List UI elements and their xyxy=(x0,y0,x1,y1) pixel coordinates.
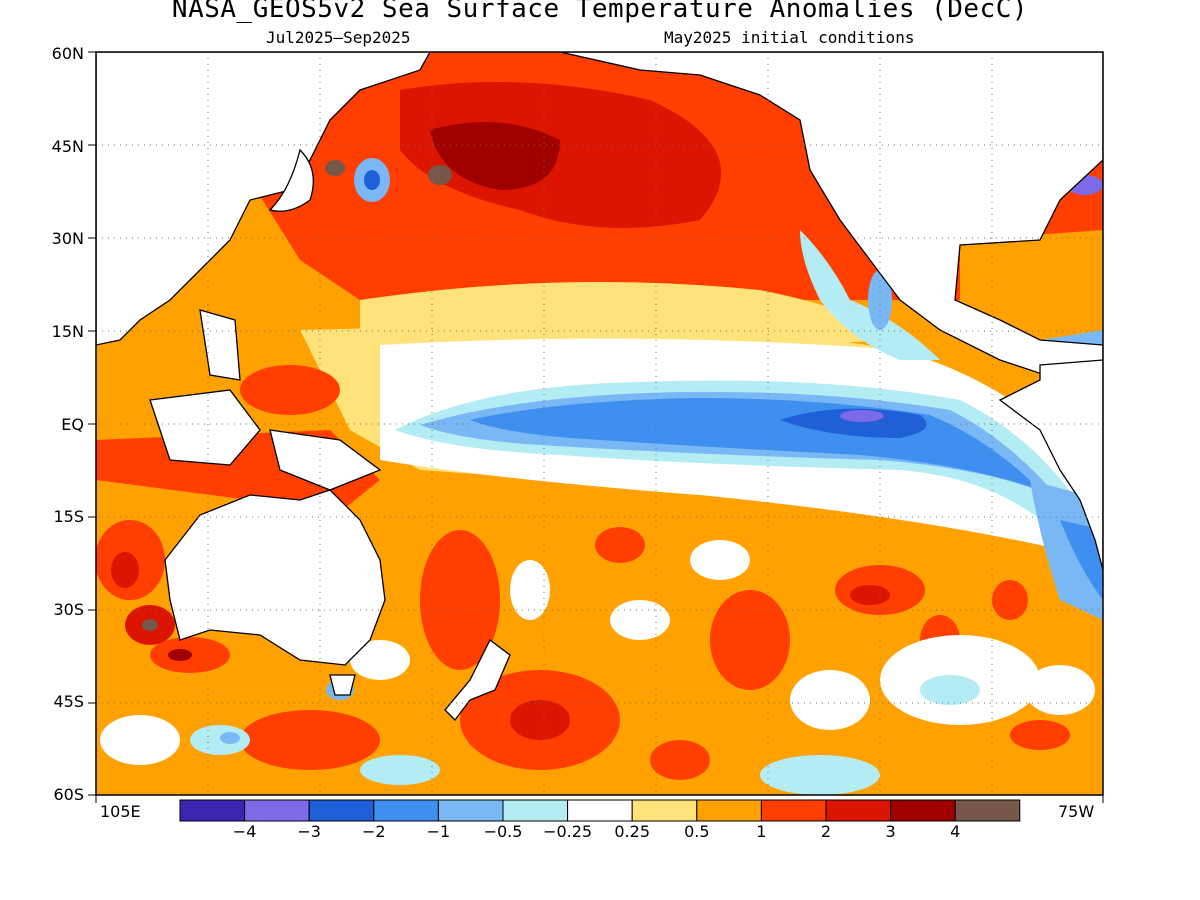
colorbar-tick-label: −3 xyxy=(297,822,321,841)
lat-label-45s: 45S xyxy=(53,692,84,711)
anomaly-region xyxy=(710,590,790,690)
colorbar-swatch xyxy=(179,799,246,822)
anomaly-region xyxy=(100,715,180,765)
land-mass xyxy=(96,52,431,346)
lat-label-eq: EQ xyxy=(61,415,84,434)
anomaly-region xyxy=(690,540,750,580)
axis-ticks xyxy=(88,51,1104,803)
forecast-period: Jul2025–Sep2025 xyxy=(266,28,411,47)
colorbar-swatch xyxy=(502,799,569,822)
colorbar-tick-label: −0.25 xyxy=(543,822,593,841)
anomaly-region xyxy=(240,365,340,415)
anomaly-region xyxy=(420,530,500,670)
anomaly-region xyxy=(510,700,570,740)
anomaly-region xyxy=(992,580,1028,620)
anomaly-region xyxy=(650,740,710,780)
land-mass xyxy=(199,309,241,381)
anomaly-region xyxy=(1025,665,1095,715)
anomaly-region xyxy=(360,755,440,785)
anomaly-region xyxy=(364,170,380,190)
colorbar-tick-label: 0.25 xyxy=(614,822,650,841)
colorbar-swatch xyxy=(890,799,956,822)
colorbar-tick-label: −2 xyxy=(362,822,386,841)
colorbar-tick-label: 4 xyxy=(950,822,961,841)
colorbar-tick-label: −0.5 xyxy=(483,822,523,841)
anomaly-region xyxy=(960,230,1103,330)
lat-label-45n: 45N xyxy=(51,137,84,156)
anomaly-region xyxy=(760,755,880,795)
anomaly-region xyxy=(430,122,560,190)
anomaly-region xyxy=(111,552,139,588)
land-mass xyxy=(444,639,511,721)
map-title: NASA_GEOS5v2 Sea Surface Temperature Ano… xyxy=(171,0,1029,24)
colorbar-swatch xyxy=(696,799,762,822)
anomaly-region xyxy=(1030,480,1103,620)
anomaly-region xyxy=(840,410,884,422)
anomaly-region xyxy=(800,230,940,360)
anomaly-region xyxy=(350,640,410,680)
lat-label-15s: 15S xyxy=(53,507,84,526)
lon-label-east: 75W xyxy=(1058,802,1095,821)
land-mass xyxy=(269,429,382,491)
anomaly-region xyxy=(240,710,380,770)
lat-label-60s: 60S xyxy=(53,785,84,804)
land-mass xyxy=(268,148,314,212)
anomaly-region xyxy=(780,408,927,438)
anomaly-region xyxy=(510,560,550,620)
anomaly-region xyxy=(400,82,722,228)
lat-label-30s: 30S xyxy=(53,600,84,619)
anomaly-region xyxy=(168,649,192,661)
anomaly-region xyxy=(142,619,158,631)
land-mass xyxy=(164,489,386,666)
colorbar-tick-label: −1 xyxy=(426,822,451,841)
colorbar-swatch xyxy=(760,799,827,822)
colorbar-tick-label: 0.5 xyxy=(684,822,710,841)
colorbar-swatch xyxy=(373,799,439,822)
anomaly-region xyxy=(868,270,892,330)
anomaly-region xyxy=(920,675,980,705)
anomaly-region xyxy=(1060,520,1103,600)
colorbar-tick-label: −4 xyxy=(232,822,257,841)
anomaly-region xyxy=(220,732,240,744)
colorbar-tick-label: 1 xyxy=(756,822,767,841)
land-mass xyxy=(329,674,356,696)
lat-label-60n: 60N xyxy=(51,44,84,63)
anomaly-region xyxy=(428,165,452,185)
colorbar-swatch xyxy=(437,799,504,822)
colorbar-swatch xyxy=(244,799,310,822)
colorbar-swatch xyxy=(825,799,892,822)
lat-label-15n: 15N xyxy=(51,322,84,341)
colorbar-swatch xyxy=(567,799,633,822)
anomaly-region xyxy=(790,670,870,730)
anomaly-region xyxy=(850,585,890,605)
anomaly-region xyxy=(595,527,645,563)
land-mass xyxy=(149,389,261,466)
colorbar-tick-label: 2 xyxy=(820,822,832,841)
land-mass xyxy=(998,359,1103,571)
initial-conditions: May2025 initial conditions xyxy=(664,28,915,47)
colorbar-tick-label: 3 xyxy=(885,822,896,841)
anomaly-region xyxy=(190,725,250,755)
anomaly-region xyxy=(325,160,345,176)
colorbar-swatch xyxy=(954,799,1021,822)
land-masses xyxy=(96,52,1103,721)
anomaly-region xyxy=(1010,720,1070,750)
lon-label-west: 105E xyxy=(100,802,141,821)
lat-label-30n: 30N xyxy=(51,229,84,248)
colorbar-swatch xyxy=(308,799,375,822)
colorbar-swatch xyxy=(631,799,698,822)
